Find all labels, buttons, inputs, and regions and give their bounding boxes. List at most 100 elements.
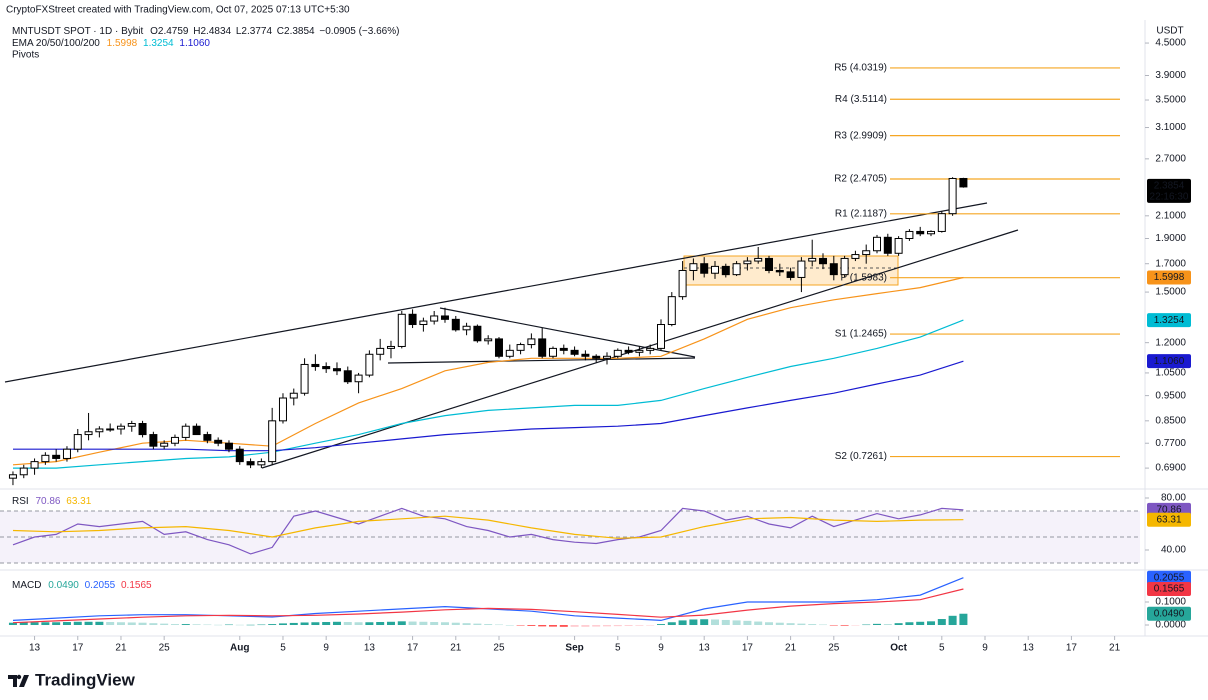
series-line [12, 507, 964, 555]
macd-histogram-bar [948, 615, 957, 626]
candle-body [710, 265, 719, 274]
candle-body [570, 349, 579, 355]
candle-body [149, 434, 158, 447]
candle-body [754, 257, 763, 262]
ema-price-label: 1.3254 [1154, 315, 1185, 326]
macd-histogram-bar [765, 622, 774, 626]
series-line [12, 577, 964, 622]
macd-histogram-bar [214, 624, 223, 626]
macd-histogram-bar [376, 622, 385, 626]
candle-body [419, 320, 428, 326]
rsi-value: 70.86 [35, 496, 60, 507]
macd-histogram-bar [775, 622, 784, 626]
candle-body [851, 254, 860, 259]
candle-body [473, 325, 482, 342]
macd-histogram-bar [656, 624, 665, 626]
candle-body [894, 237, 903, 254]
candle-body [862, 250, 871, 256]
rsi-value-label: 70.86 [1156, 505, 1181, 516]
pivot-label: R2 (2.4705) [834, 174, 887, 185]
pivot-label: S2 (0.7261) [835, 451, 887, 462]
macd-histogram-bar [62, 622, 71, 626]
candle-body [376, 347, 385, 355]
logo-text: TradingView [35, 670, 136, 689]
candle-body [829, 263, 838, 276]
rsi-legend: RSI 70.86 63.31 [12, 496, 92, 507]
ema-title: EMA 20/50/100/200 [12, 38, 100, 49]
candle-body [808, 257, 817, 262]
macd-histogram-bar [73, 621, 82, 626]
candle-body [797, 260, 806, 278]
candle-body [959, 177, 968, 188]
pivot-label: S1 (1.2465) [835, 329, 887, 340]
y-tick-label: 4.5000 [1155, 38, 1186, 49]
macd-title: MACD [12, 580, 41, 591]
macd-histogram-bar [257, 624, 266, 626]
candle-body [721, 265, 730, 276]
candle-body [311, 363, 320, 368]
macd-histogram-bar [862, 624, 871, 626]
macd-histogram-bar [41, 622, 50, 626]
macd-histogram-bar [905, 622, 914, 626]
candle-body [905, 230, 914, 239]
x-tick-label: 21 [785, 643, 797, 654]
y-tick-label: 3.5000 [1155, 95, 1186, 106]
logo: TradingView [8, 670, 136, 689]
macd-histogram-bar [678, 620, 687, 626]
macd-histogram-bar [322, 622, 331, 626]
y-tick-label: 3.1000 [1155, 122, 1186, 133]
candle-body [397, 313, 406, 347]
macd-histogram-bar [192, 624, 201, 626]
macd-value: 0.1565 [121, 580, 152, 591]
macd-histogram-bar [538, 625, 547, 627]
candle-body [408, 313, 417, 326]
macd-histogram-bar [289, 622, 298, 626]
candle-body [246, 461, 255, 466]
candle-body [602, 355, 611, 359]
x-tick-label: 17 [72, 643, 84, 654]
candle-body [559, 347, 568, 351]
candle-body [257, 461, 266, 466]
candle-body [689, 263, 698, 271]
y-tick-label: 0.8500 [1155, 415, 1186, 426]
macd-histogram-bar [494, 624, 503, 626]
ohlc-high: H2.4834 [193, 26, 231, 37]
candle-body [30, 461, 39, 469]
pivot-label: R4 (3.5114) [835, 94, 887, 105]
macd-histogram-bar [700, 619, 709, 626]
series-line [13, 360, 964, 452]
y-tick-label: 2.1000 [1155, 210, 1186, 221]
macd-histogram-bar [95, 621, 104, 626]
macd-histogram-bar [84, 621, 93, 626]
x-tick-label: 13 [29, 643, 41, 654]
y-tick-label: 1.7000 [1155, 258, 1186, 269]
macd-histogram-bar [224, 624, 233, 626]
candle-body [332, 368, 341, 372]
macd-histogram-value-box [1147, 606, 1191, 621]
candle-body [732, 263, 741, 276]
macd-histogram-bar [484, 624, 493, 626]
candle-body [484, 338, 493, 342]
symbol-line: MNTUSDT SPOT · 1D · Bybit O2.4759 H2.483… [12, 26, 399, 37]
macd-histogram-bar [624, 625, 633, 626]
candle-body [106, 428, 115, 431]
y-tick-label: 1.2000 [1155, 337, 1186, 348]
candle-body [268, 420, 277, 463]
candle-body [235, 448, 244, 463]
macd-histogram-bar [721, 619, 730, 626]
candle-body [743, 260, 752, 265]
macd-histogram-bar [754, 621, 763, 626]
x-tick-label: 25 [159, 643, 171, 654]
candle-body [462, 325, 471, 331]
x-tick-label: 17 [1066, 643, 1078, 654]
candle-body [581, 353, 590, 357]
y-tick-label: 80.00 [1161, 493, 1186, 504]
macd-histogram-bar [873, 623, 882, 626]
macd-value-box [1147, 570, 1191, 585]
macd-histogram-bar [19, 622, 28, 626]
candle-body [819, 257, 828, 265]
macd-histogram-bar [235, 624, 244, 626]
macd-legend: MACD 0.0490 0.2055 0.1565 [12, 580, 152, 591]
ema-value: 1.5998 [107, 38, 138, 49]
macd-histogram-bar [937, 619, 946, 626]
